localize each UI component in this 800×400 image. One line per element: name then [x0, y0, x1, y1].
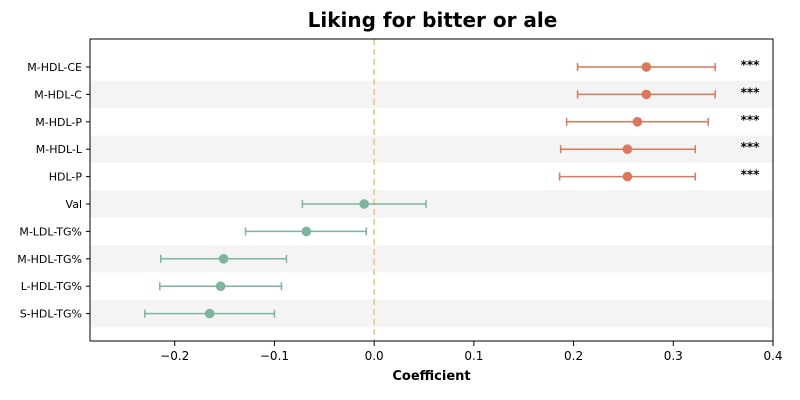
y-tick-label: M-HDL-CE [27, 61, 82, 74]
point-estimate [215, 281, 226, 292]
point-estimate [641, 62, 652, 72]
significance-label: *** [741, 85, 761, 99]
significance-label: *** [741, 140, 761, 154]
point-estimate [632, 117, 643, 127]
y-tick-label: Val [66, 198, 82, 211]
point-estimate [204, 308, 215, 319]
y-tick-label: S-HDL-TG% [20, 308, 82, 321]
x-tick-label: −0.1 [260, 349, 289, 363]
row-band [90, 190, 773, 218]
y-tick-label: M-HDL-TG% [17, 253, 82, 266]
significance-label: *** [741, 58, 761, 72]
x-axis-label: Coefficient [392, 369, 470, 384]
x-tick-label: 0.3 [664, 349, 683, 363]
point-estimate [359, 199, 369, 209]
point-estimate [218, 253, 229, 264]
x-tick-label: 0.1 [464, 349, 483, 363]
x-tick-label: 0.4 [763, 349, 782, 363]
x-tick-label: 0.0 [365, 349, 384, 363]
y-tick-label: HDL-P [49, 171, 83, 184]
chart-title: Liking for bitter or ale [307, 8, 558, 32]
plot-frame [89, 38, 774, 342]
point-estimate [622, 171, 633, 182]
point-estimate [641, 89, 652, 100]
y-tick-label: M-LDL-TG% [19, 225, 82, 238]
point-estimate [622, 144, 633, 154]
significance-label: *** [741, 113, 761, 127]
y-tick-label: M-HDL-P [35, 116, 82, 129]
y-tick-label: M-HDL-L [36, 143, 83, 156]
x-tick-label: 0.2 [564, 349, 583, 363]
x-tick-label: −0.2 [160, 349, 189, 363]
y-tick-label: L-HDL-TG% [21, 280, 82, 293]
significance-label: *** [741, 168, 761, 182]
y-tick-label: M-HDL-C [34, 88, 82, 101]
point-estimate [301, 226, 312, 237]
